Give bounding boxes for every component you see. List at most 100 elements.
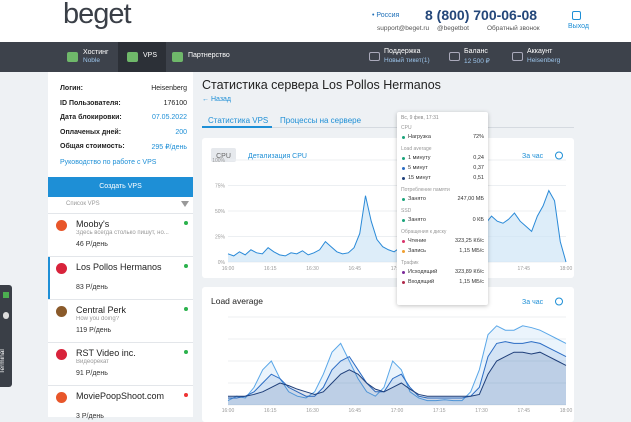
filter-icon[interactable] <box>181 201 189 207</box>
nav-item[interactable]: Поддержка <box>384 48 421 55</box>
vps-status <box>184 350 188 354</box>
vps-status <box>184 221 188 225</box>
guide-link[interactable]: Руководство по работе с VPS <box>60 159 157 166</box>
x-tick-label: 16:15 <box>264 266 277 272</box>
tooltip-value: 1,15 МБ/с <box>459 248 484 254</box>
x-tick-label: 17:45 <box>517 408 530 414</box>
cpu-chart: CPU Детализация CPU За час 0% 25% 50% 75% 100% 1… <box>211 148 573 272</box>
nav-sub: 12 500 ₽ <box>464 58 490 65</box>
vps-divider <box>48 342 193 343</box>
tooltip-dot <box>402 271 405 274</box>
x-tick-label: 18:00 <box>560 266 573 272</box>
toolbar-icon <box>3 312 9 319</box>
tooltip-value: 0,24 <box>473 155 484 161</box>
tooltip-dot <box>402 136 405 139</box>
header <box>0 0 631 42</box>
tooltip-label: Чтение <box>408 238 427 244</box>
tooltip-dot <box>402 198 405 201</box>
tab[interactable]: Статистика VPS <box>208 116 269 125</box>
vps-name[interactable]: Mooby's <box>76 219 110 229</box>
vps-name[interactable]: MoviePoopShoot.com <box>76 391 165 401</box>
region: • Россия <box>372 12 400 19</box>
cpu-tag: CPU <box>216 153 231 160</box>
tooltip-group: CPU <box>401 125 412 131</box>
logout[interactable]: Выход <box>568 23 589 30</box>
info-label: Общая стоимость: <box>60 143 125 150</box>
x-tick-label: 18:00 <box>560 408 573 414</box>
create-button[interactable]: Создать VPS <box>48 177 193 197</box>
nav-sub: Heisenberg <box>527 57 561 64</box>
info-label: ID Пользователя: <box>60 99 121 107</box>
info-label: Дата блокировки: <box>60 114 122 121</box>
left-toolbar <box>0 285 12 387</box>
nav-item[interactable]: Баланс <box>464 48 488 55</box>
back-link[interactable]: ← Назад <box>202 96 232 103</box>
email[interactable]: support@beget.ru <box>377 25 430 32</box>
tooltip-value: 247,00 МБ <box>457 196 484 202</box>
terminal[interactable]: Terminal <box>0 349 6 374</box>
vps-name[interactable]: Central Perk <box>76 305 127 315</box>
load-card <box>202 287 574 422</box>
tooltip-dot <box>402 177 405 180</box>
vps-desc: Видеорекат <box>76 359 109 365</box>
x-tick-label: 17:15 <box>433 408 446 414</box>
y-tick-label: 0% <box>218 260 226 266</box>
vps-name[interactable]: RST Video inc. <box>76 348 136 358</box>
load-chart: Load average За час 16:00 16:15 16:30 16:45 17… <box>211 296 573 414</box>
vps-price: 46 Р/день <box>76 241 108 248</box>
nav-item[interactable]: Партнерство <box>188 52 230 59</box>
vps-status <box>184 393 188 397</box>
vps-icon <box>56 220 67 231</box>
vps-name[interactable]: Los Pollos Hermanos <box>76 262 162 272</box>
nav-item[interactable]: VPS <box>143 52 158 59</box>
period: За час <box>522 299 544 306</box>
tooltip-date: Вс, 9 фев, 17:31 <box>401 115 439 121</box>
tooltip-label: Исходящий <box>408 269 438 275</box>
telegram[interactable]: @begetbot <box>437 25 469 32</box>
nav-bar <box>0 42 631 72</box>
nav-icon <box>449 52 460 61</box>
x-tick-label: 16:45 <box>348 408 361 414</box>
vps-icon <box>56 263 67 274</box>
tooltip-label: 5 минут <box>408 165 428 171</box>
y-tick-label: 100% <box>212 158 225 164</box>
tooltip-value: 0,51 <box>473 175 484 181</box>
info-value: 07.05.2022 <box>151 114 187 121</box>
tooltip-group: Потребление памяти <box>401 187 450 193</box>
nav-sub: Noble <box>83 57 100 64</box>
nav-icon <box>127 52 138 62</box>
tooltip-value: 0 КБ <box>472 217 484 223</box>
tooltip-group: SSD <box>401 208 412 214</box>
info-value: Heisenberg <box>151 85 187 92</box>
tab-underline <box>202 126 272 128</box>
load-title: Load average <box>211 296 263 306</box>
vps-divider <box>48 385 193 386</box>
vps-desc: How you doing? <box>76 316 120 322</box>
tooltip-label: Занято <box>408 196 426 202</box>
info-label: Логин: <box>60 85 83 92</box>
x-tick-label: 17:30 <box>475 408 488 414</box>
load-area <box>228 325 566 405</box>
list-title: Список VPS <box>66 201 100 207</box>
x-tick-label: 16:00 <box>222 266 235 272</box>
y-tick-label: 50% <box>215 209 226 215</box>
x-tick-label: 16:30 <box>306 408 319 414</box>
x-tick-label: 16:00 <box>222 408 235 414</box>
tooltip-label: 15 минут <box>408 175 431 181</box>
tooltip-dot <box>402 281 405 284</box>
cpu-tag-bg <box>211 148 236 162</box>
tooltip: Вс, 9 фев, 17:31 CPU Нагрузка 72% Load avera… <box>397 112 488 305</box>
nav-item[interactable]: Хостинг <box>83 49 109 56</box>
callback[interactable]: Обратный звонок <box>487 25 540 32</box>
left-panel <box>48 72 193 417</box>
tooltip-label: Нагрузка <box>408 134 431 140</box>
period: За час <box>522 153 544 160</box>
phone: 8 (800) 700-06-08 <box>425 7 538 23</box>
tooltip-value: 72% <box>472 134 484 140</box>
tab[interactable]: Процессы на сервере <box>280 116 362 125</box>
tooltip-value: 1,15 МБ/с <box>459 279 484 285</box>
tooltip-dot <box>402 219 405 222</box>
cpu-detail: Детализация CPU <box>248 153 307 160</box>
nav-item[interactable]: Аккаунт <box>527 48 553 55</box>
